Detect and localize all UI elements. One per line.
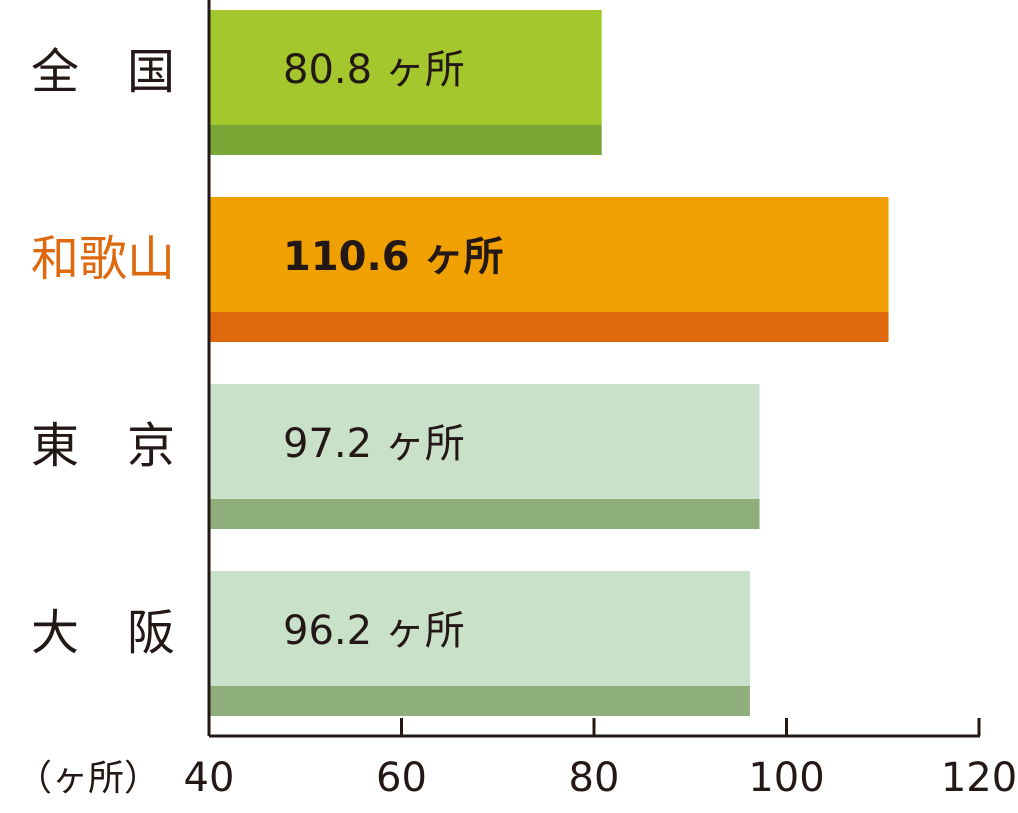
bar bbox=[209, 197, 889, 312]
bar-stripe bbox=[209, 125, 602, 155]
value-label: 96.2 ヶ所 bbox=[283, 608, 465, 654]
bar-stripe bbox=[209, 686, 750, 716]
x-tick-label: 100 bbox=[748, 755, 824, 801]
value-label: 80.8 ヶ所 bbox=[283, 47, 465, 93]
category-label: 大 阪 bbox=[31, 605, 175, 661]
value-label: 110.6 ヶ所 bbox=[283, 234, 503, 280]
category-label: 和歌山 bbox=[31, 231, 175, 287]
category-label: 全 国 bbox=[31, 44, 175, 100]
bar-stripe bbox=[209, 499, 760, 529]
x-tick-label: 40 bbox=[184, 755, 235, 801]
bar bbox=[209, 571, 750, 686]
x-tick-label: 120 bbox=[941, 755, 1017, 801]
bar-stripe bbox=[209, 312, 889, 342]
value-label: 97.2 ヶ所 bbox=[283, 421, 465, 467]
bar bbox=[209, 10, 602, 125]
x-tick-label: 60 bbox=[376, 755, 427, 801]
category-label: 東 京 bbox=[31, 418, 175, 474]
x-axis-label: （ヶ所） bbox=[16, 758, 160, 799]
bar bbox=[209, 384, 760, 499]
x-tick-label: 80 bbox=[569, 755, 620, 801]
